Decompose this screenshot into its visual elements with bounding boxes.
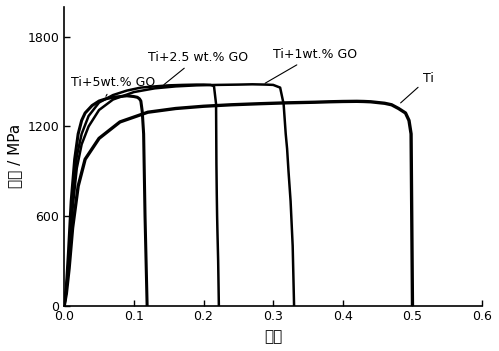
- Y-axis label: 应力 / MPa: 应力 / MPa: [7, 124, 22, 188]
- Text: Ti+1wt.% GO: Ti+1wt.% GO: [265, 48, 357, 83]
- Text: Ti: Ti: [401, 72, 434, 103]
- X-axis label: 应变: 应变: [264, 329, 282, 344]
- Text: Ti+2.5 wt.% GO: Ti+2.5 wt.% GO: [148, 51, 248, 85]
- Text: Ti+5wt.% GO: Ti+5wt.% GO: [71, 76, 156, 96]
